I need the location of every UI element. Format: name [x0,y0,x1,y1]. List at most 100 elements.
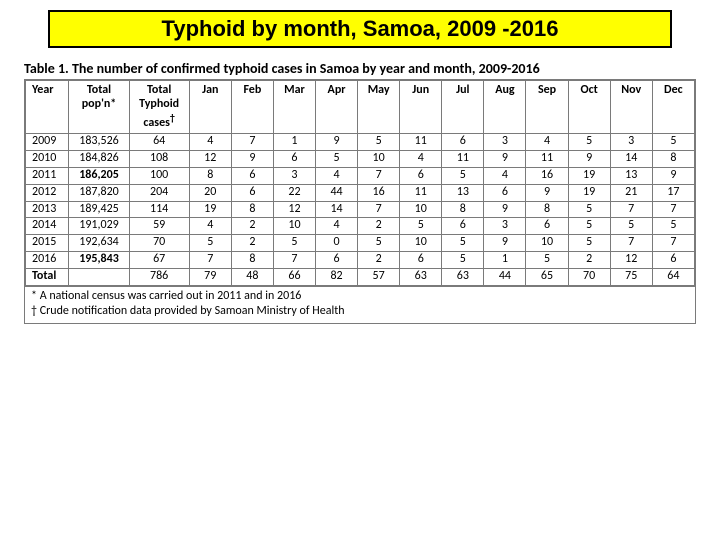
cell: 9 [484,151,526,168]
cell: 186,205 [69,167,129,184]
cell: 8 [526,201,568,218]
cell: 5 [358,235,400,252]
cell: 2 [231,218,273,235]
cell: 44 [484,268,526,285]
cell: 79 [189,268,231,285]
cell: 10 [400,235,442,252]
cell: 19 [189,201,231,218]
cell: 64 [129,134,189,151]
cell: 14 [316,201,358,218]
cell: 5 [442,251,484,268]
cell: 2010 [26,151,69,168]
cell: 2009 [26,134,69,151]
cell: 12 [273,201,315,218]
cell: 9 [484,201,526,218]
cell: 4 [484,167,526,184]
col-header: Dec [652,81,694,134]
table-row: 2010184,82610812965104119119148 [26,151,695,168]
cell: 5 [652,218,694,235]
col-header: Aug [484,81,526,134]
cell: 114 [129,201,189,218]
cell: 9 [568,151,610,168]
cell: 5 [189,235,231,252]
cell: 11 [400,184,442,201]
cell: 3 [484,134,526,151]
cell: 21 [610,184,652,201]
col-header: Year [26,81,69,134]
cell: 17 [652,184,694,201]
cell: 1 [484,251,526,268]
cell: 8 [442,201,484,218]
col-header: Oct [568,81,610,134]
cell: 7 [610,201,652,218]
cell: 14 [610,151,652,168]
cell: 4 [400,151,442,168]
table-row: 2011186,205100863476541619139 [26,167,695,184]
cell: 191,029 [69,218,129,235]
cell: 6 [652,251,694,268]
cell: 6 [442,218,484,235]
cell: 9 [231,151,273,168]
cell: 5 [442,167,484,184]
cell: 20 [189,184,231,201]
cell: 63 [400,268,442,285]
cell: 16 [358,184,400,201]
cell: 195,843 [69,251,129,268]
cell: 5 [526,251,568,268]
cell: 5 [568,235,610,252]
table-header-row: YearTotalpop'n*TotalTyphoidcases†JanFebM… [26,81,695,134]
cell: 183,526 [69,134,129,151]
cell: 100 [129,167,189,184]
cell: 2 [358,251,400,268]
cell: 8 [189,167,231,184]
cell: 204 [129,184,189,201]
table-row: 2009183,526644719511634535 [26,134,695,151]
cell: 57 [358,268,400,285]
cell: 2011 [26,167,69,184]
cell: 5 [400,218,442,235]
cell: 5 [316,151,358,168]
cell: 0 [316,235,358,252]
cell: 11 [442,151,484,168]
cell: 6 [231,184,273,201]
cell: 8 [231,251,273,268]
table-row: 2013189,4251141981214710898577 [26,201,695,218]
table-container: YearTotalpop'n*TotalTyphoidcases†JanFebM… [24,79,696,287]
cell: 9 [526,184,568,201]
cell: 6 [231,167,273,184]
cell: 7 [273,251,315,268]
col-header: Jun [400,81,442,134]
cell: 11 [400,134,442,151]
cell: 10 [358,151,400,168]
cell: 22 [273,184,315,201]
cell: 7 [231,134,273,151]
cell: 5 [273,235,315,252]
cell: 10 [273,218,315,235]
cell: 7 [358,167,400,184]
cell: 189,425 [69,201,129,218]
cell: 10 [526,235,568,252]
col-header: Totalpop'n* [69,81,129,134]
cell: 7 [189,251,231,268]
cell: 2016 [26,251,69,268]
cell: 7 [358,201,400,218]
cell: 70 [129,235,189,252]
cell: 8 [652,151,694,168]
cell: 3 [273,167,315,184]
cell: 64 [652,268,694,285]
cell: 5 [568,134,610,151]
col-header: TotalTyphoidcases† [129,81,189,134]
cell: 6 [273,151,315,168]
cell: 7 [610,235,652,252]
page-title: Typhoid by month, Samoa, 2009 -2016 [48,10,672,48]
cell: 67 [129,251,189,268]
cell: 2012 [26,184,69,201]
cell: 108 [129,151,189,168]
table-row: 2015192,6347052505105910577 [26,235,695,252]
cell: 13 [610,167,652,184]
cell: 12 [189,151,231,168]
footnote-line: * A national census was carried out in 2… [31,289,689,304]
cell: 82 [316,268,358,285]
cell: 6 [400,167,442,184]
cell: 6 [400,251,442,268]
